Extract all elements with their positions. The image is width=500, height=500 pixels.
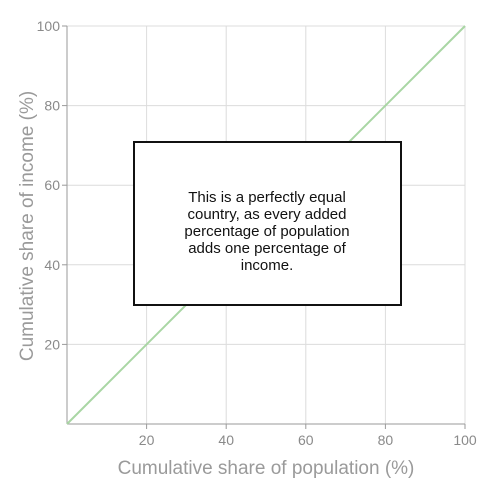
x-tick-label: 80 xyxy=(378,432,394,448)
y-tick-label: 80 xyxy=(44,98,60,114)
x-tick-label: 40 xyxy=(218,432,234,448)
annotation-line: income. xyxy=(241,257,294,274)
x-tick-label: 20 xyxy=(139,432,155,448)
x-tick-label: 60 xyxy=(298,432,314,448)
tick-labels: 20 40 60 80 100 20 40 60 80 100 xyxy=(37,18,477,448)
annotation-box: This is a perfectly equal country, as ev… xyxy=(133,141,402,306)
x-axis-label: Cumulative share of population (%) xyxy=(118,458,415,479)
annotation-line: percentage of population xyxy=(184,223,349,240)
y-tick-label: 20 xyxy=(44,336,60,352)
axes xyxy=(62,25,466,429)
y-tick-label: 40 xyxy=(44,257,60,273)
y-tick-label: 100 xyxy=(37,18,61,34)
x-tick-label: 100 xyxy=(453,432,477,448)
annotation-line: This is a perfectly equal xyxy=(188,189,346,206)
annotation-frame xyxy=(133,141,402,306)
annotation-line: country, as every added xyxy=(188,206,347,223)
y-axis-label: Cumulative share of income (%) xyxy=(17,91,38,361)
y-tick-label: 60 xyxy=(44,177,60,193)
annotation-line: adds one percentage of xyxy=(188,240,346,257)
